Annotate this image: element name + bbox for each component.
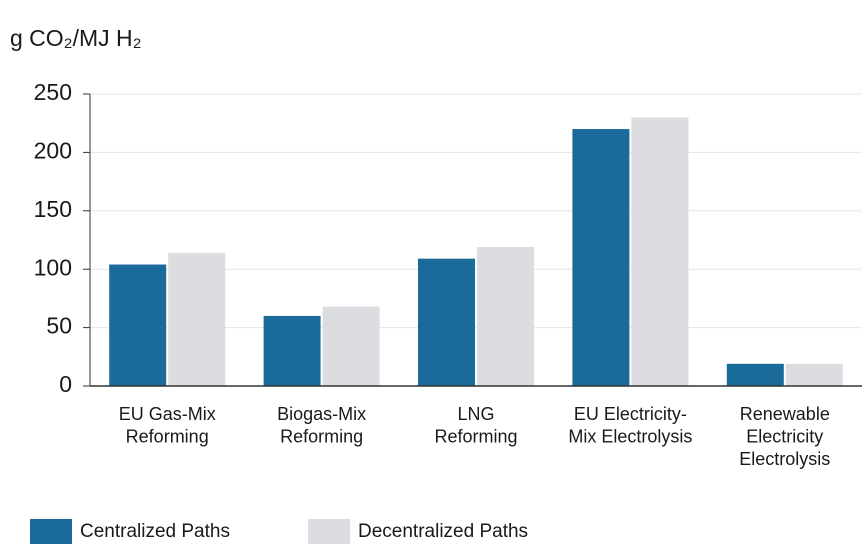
label-line: Reforming bbox=[126, 426, 209, 446]
label-line: Biogas-Mix bbox=[277, 404, 366, 424]
bar bbox=[477, 247, 534, 386]
x-tick-label: Renewable Electricity Electrolysis bbox=[739, 404, 830, 469]
label-line: LNG bbox=[457, 404, 494, 424]
label-line: Mix Electrolysis bbox=[568, 426, 692, 446]
legend-label: Centralized Paths bbox=[80, 521, 230, 542]
label-line: EU Electricity- bbox=[574, 404, 687, 424]
y-tick-label: 100 bbox=[34, 254, 72, 280]
bar bbox=[168, 252, 226, 386]
y-tick-label: 150 bbox=[34, 196, 72, 222]
bar bbox=[572, 129, 630, 387]
y-tick-label: 200 bbox=[34, 137, 72, 163]
label-line: Reforming bbox=[434, 426, 517, 446]
legend-swatch bbox=[30, 519, 72, 544]
x-tick-label: EU Gas-Mix Reforming bbox=[119, 404, 216, 447]
label-line: EU Gas-Mix bbox=[119, 404, 216, 424]
label-line: Renewable bbox=[740, 404, 830, 424]
y-axis-label: g CO₂/MJ H₂ bbox=[10, 25, 142, 51]
bar bbox=[418, 258, 475, 386]
bar bbox=[785, 363, 843, 386]
label-line: Electricity bbox=[746, 426, 823, 446]
bar bbox=[263, 315, 321, 386]
y-tick-label: 250 bbox=[34, 79, 72, 105]
bar bbox=[322, 306, 380, 386]
y-tick-label: 0 bbox=[59, 371, 72, 397]
bar bbox=[726, 363, 784, 386]
x-tick-label: LNG Reforming bbox=[434, 404, 517, 447]
label-line: Reforming bbox=[280, 426, 363, 446]
legend-swatch bbox=[308, 519, 350, 544]
x-tick-label: Biogas-Mix Reforming bbox=[277, 404, 366, 447]
label-line: Electrolysis bbox=[739, 449, 830, 469]
y-tick-label: 50 bbox=[46, 313, 72, 339]
bar bbox=[631, 117, 689, 387]
bar bbox=[109, 264, 167, 386]
x-tick-label: EU Electricity-Mix Electrolysis bbox=[568, 404, 692, 447]
legend-label: Decentralized Paths bbox=[358, 521, 528, 542]
